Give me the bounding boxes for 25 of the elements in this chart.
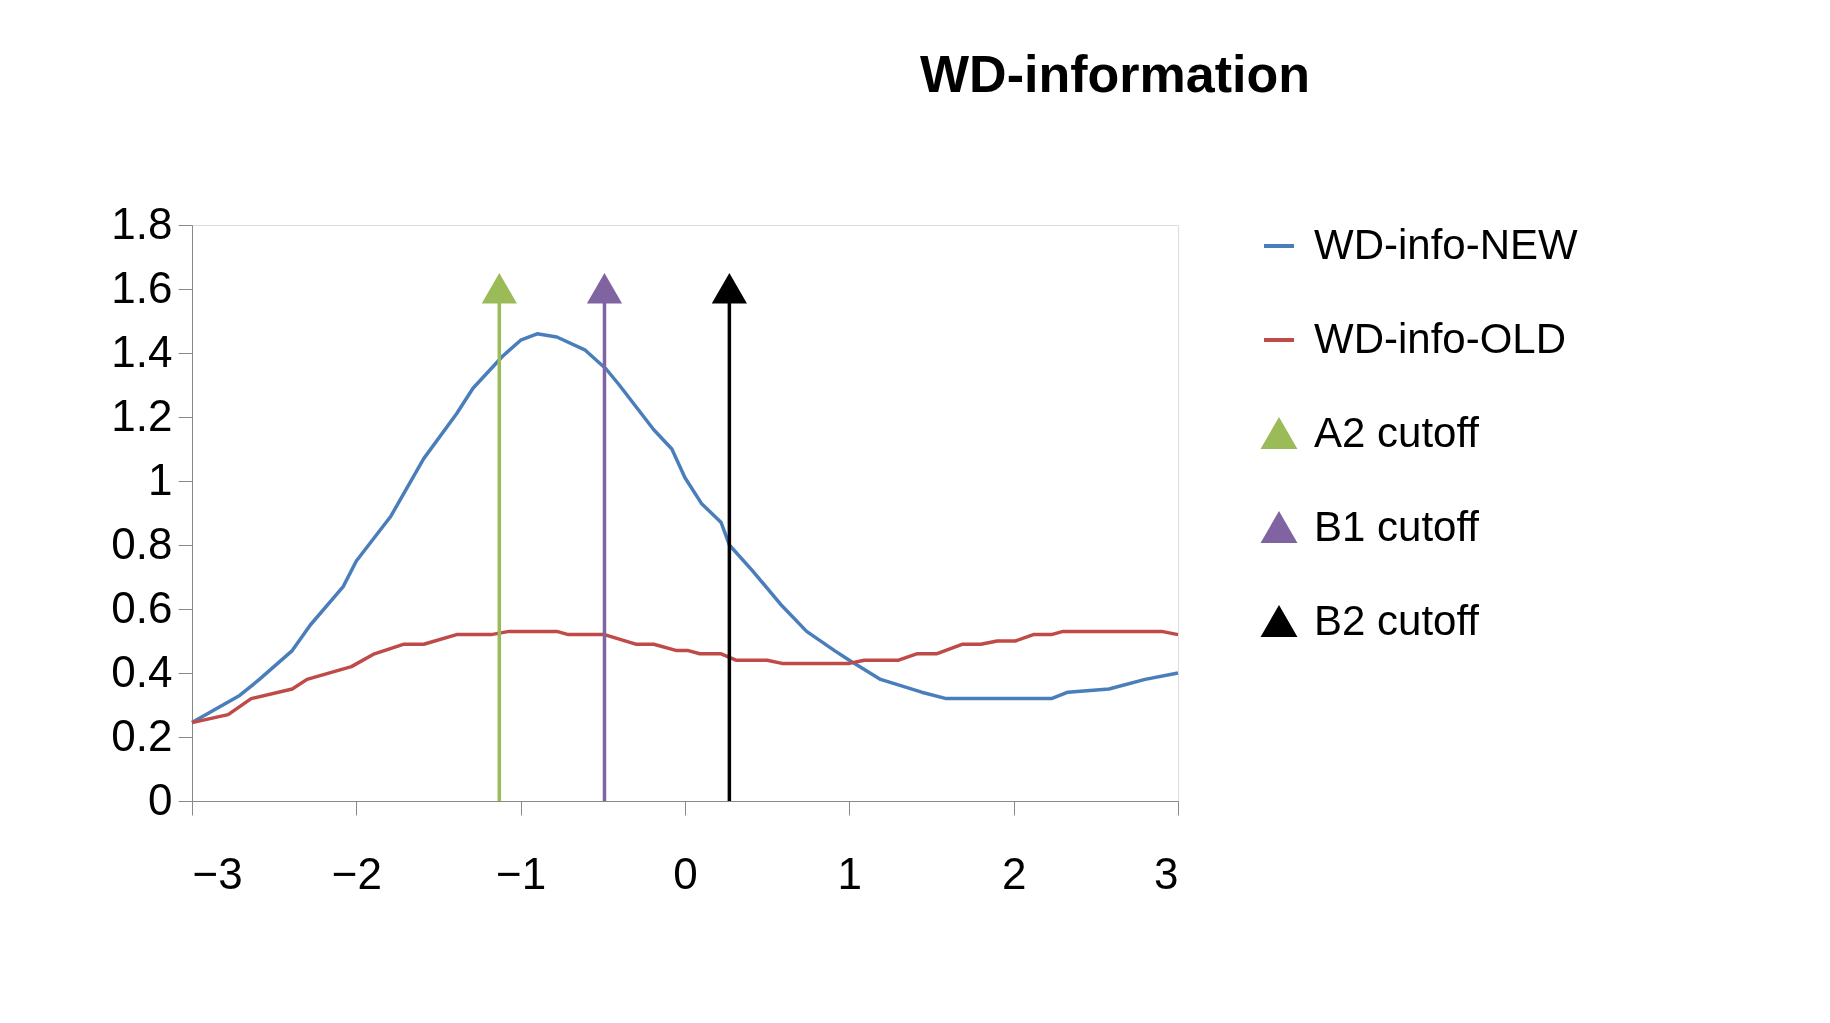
legend-label: WD-info-OLD	[1314, 315, 1567, 362]
y-tick-label: 1.2	[111, 390, 173, 440]
y-tick-label: 0.2	[111, 710, 173, 760]
y-tick-label: 1.8	[111, 198, 173, 248]
x-tick-label: −2	[331, 848, 382, 898]
y-tick-label: 1.6	[111, 262, 173, 312]
y-tick-label: 1.4	[111, 326, 173, 376]
y-tick-label: 1	[148, 454, 173, 504]
line-series	[190, 332, 1180, 725]
x-tick-label: −3	[192, 848, 243, 898]
x-tick-label: 0	[673, 848, 698, 898]
x-tick-label: 2	[1001, 848, 1027, 898]
x-tick-label: −1	[496, 848, 547, 898]
y-tick-label: 0	[148, 774, 173, 824]
legend-label: B2 cutoff	[1314, 597, 1480, 644]
y-tick-label: 0.6	[111, 582, 173, 632]
y-tick-label: 0.8	[111, 518, 173, 568]
y-tick-label: 0.4	[111, 646, 173, 696]
chart-title: WD-information	[920, 45, 1310, 103]
legend-label: B1 cutoff	[1314, 503, 1480, 550]
x-tick-label: 1	[837, 848, 863, 898]
x-tick-label: 3	[1154, 848, 1179, 898]
line-series	[190, 629, 1180, 725]
legend-label: WD-info-NEW	[1314, 221, 1579, 268]
legend-label: A2 cutoff	[1314, 409, 1480, 456]
